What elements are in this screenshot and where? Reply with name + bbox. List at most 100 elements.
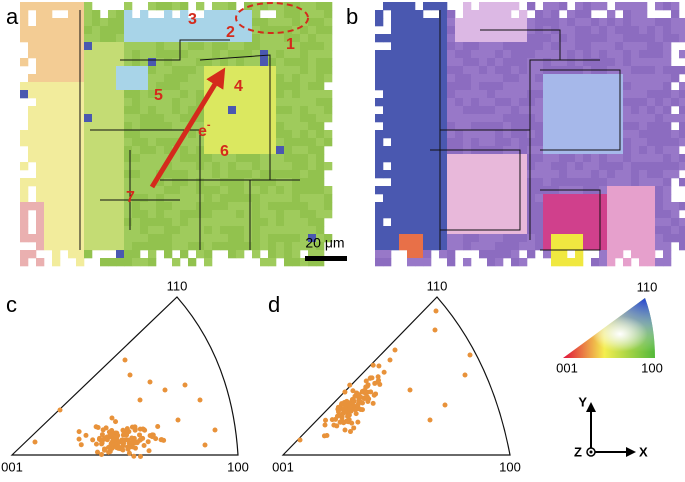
map-cell — [108, 146, 117, 155]
map-cell — [244, 66, 253, 75]
map-cell — [407, 26, 416, 35]
map-cell — [212, 2, 221, 11]
map-cell — [180, 50, 189, 59]
map-cell — [663, 146, 672, 155]
map-cell — [100, 82, 109, 91]
map-cell — [623, 2, 632, 11]
map-cell — [391, 90, 400, 99]
map-cell — [575, 58, 584, 67]
map-cell — [671, 98, 680, 107]
map-cell — [471, 114, 480, 123]
map-cell — [188, 82, 197, 91]
ipf-point — [392, 347, 398, 353]
map-cell — [591, 258, 600, 267]
map-cell — [324, 2, 333, 11]
map-cell — [172, 170, 181, 179]
map-cell — [308, 50, 317, 59]
map-cell — [583, 34, 592, 43]
map-cell — [631, 138, 640, 147]
map-cell — [124, 2, 133, 11]
map-cell — [228, 218, 237, 227]
map-cell — [36, 242, 45, 251]
map-cell — [236, 26, 245, 35]
map-cell — [236, 50, 245, 59]
map-cell — [487, 130, 496, 139]
map-cell — [567, 106, 576, 115]
map-cell — [431, 106, 440, 115]
map-cell — [623, 234, 632, 243]
map-cell — [252, 250, 261, 259]
ipf-point — [109, 415, 115, 421]
map-cell — [583, 18, 592, 27]
map-cell — [439, 2, 448, 11]
map-cell — [583, 210, 592, 219]
map-cell — [204, 162, 213, 171]
map-cell — [36, 42, 45, 51]
map-cell — [20, 34, 29, 43]
grain-boundaries — [79, 10, 621, 251]
map-cell — [631, 186, 640, 195]
map-cell — [407, 50, 416, 59]
map-cell — [559, 170, 568, 179]
map-cell — [575, 250, 584, 259]
map-cell — [60, 130, 69, 139]
map-cell — [503, 90, 512, 99]
map-cell — [204, 50, 213, 59]
map-cell — [132, 178, 141, 187]
map-cell — [260, 58, 269, 67]
map-cell — [631, 42, 640, 51]
map-cell — [567, 170, 576, 179]
map-cell — [172, 202, 181, 211]
map-cell — [76, 250, 85, 259]
map-cell — [599, 218, 608, 227]
map-cell — [415, 202, 424, 211]
map-cell — [252, 154, 261, 163]
map-cell — [92, 90, 101, 99]
map-cell — [527, 42, 536, 51]
map-cell — [391, 106, 400, 115]
map-cell — [28, 82, 37, 91]
ipf-point — [182, 382, 188, 388]
map-cell — [439, 218, 448, 227]
map-cell — [300, 170, 309, 179]
map-cell — [471, 34, 480, 43]
map-cell — [583, 154, 592, 163]
map-cell — [276, 74, 285, 83]
map-cell — [92, 210, 101, 219]
map-cell — [228, 66, 237, 75]
map-cell — [108, 242, 117, 251]
map-cell — [567, 154, 576, 163]
map-cell — [260, 34, 269, 43]
map-cell — [244, 74, 253, 83]
map-cell — [479, 218, 488, 227]
map-cell — [415, 66, 424, 75]
map-cell — [164, 90, 173, 99]
map-cell — [631, 58, 640, 67]
map-cell — [148, 2, 157, 11]
map-cell — [447, 114, 456, 123]
map-cell — [679, 114, 685, 123]
map-cell — [471, 162, 480, 171]
map-cell — [188, 34, 197, 43]
map-cell — [220, 210, 229, 219]
map-cell — [487, 90, 496, 99]
map-cell — [423, 154, 432, 163]
map-cell — [28, 250, 37, 259]
map-cell — [551, 250, 560, 259]
map-cell — [655, 82, 664, 91]
map-cell — [383, 250, 392, 259]
map-cell — [479, 202, 488, 211]
map-cell — [471, 98, 480, 107]
map-cell — [527, 2, 536, 11]
map-cell — [228, 154, 237, 163]
ipf-point — [57, 407, 63, 413]
map-cell — [671, 226, 680, 235]
map-cell — [479, 98, 488, 107]
map-cell — [220, 58, 229, 67]
map-cell — [559, 210, 568, 219]
map-cell — [495, 130, 504, 139]
map-cell — [236, 202, 245, 211]
map-cell — [116, 90, 125, 99]
map-cell — [495, 202, 504, 211]
map-cell — [407, 210, 416, 219]
